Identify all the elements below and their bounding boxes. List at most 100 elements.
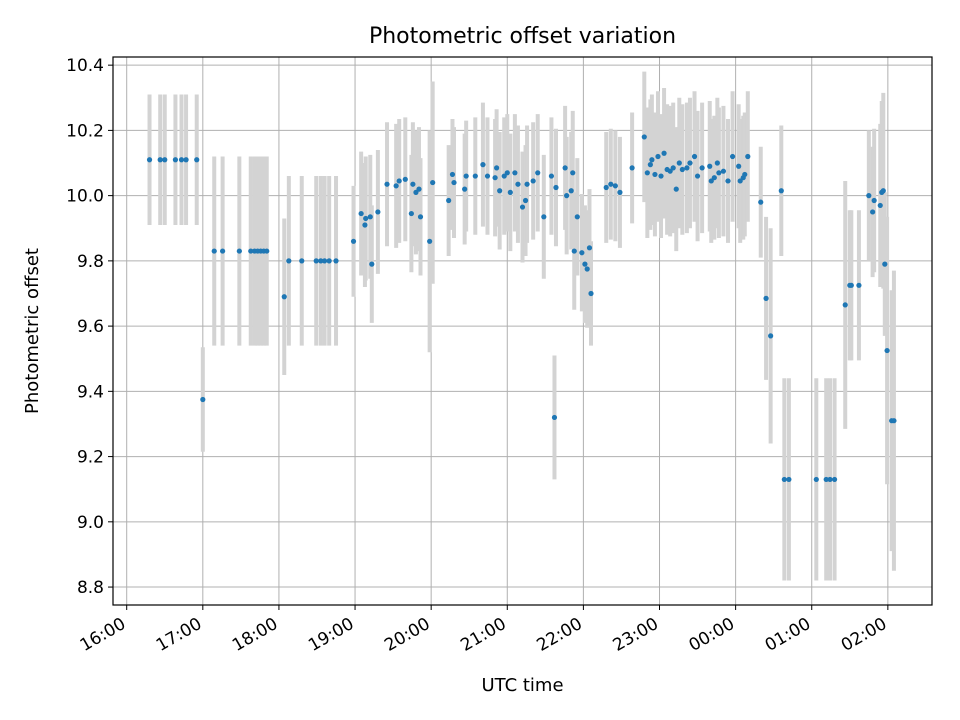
y-axis-ticks: 8.8 9.0 9.2 9.4 9.6 9.8 10.0 10.2 10.4 (66, 56, 113, 598)
y-axis-label: Photometric offset (22, 248, 43, 414)
x-tick-label: 00:00 (686, 614, 738, 656)
data-point (882, 261, 888, 267)
y-tick-label: 10.2 (66, 121, 104, 141)
data-point (530, 178, 536, 184)
data-point (827, 476, 833, 483)
data-point (673, 186, 679, 192)
plot-background (113, 57, 932, 605)
data-point (574, 214, 580, 220)
data-point (541, 214, 547, 220)
data-point (264, 248, 270, 254)
data-point (658, 173, 664, 179)
data-point (736, 163, 742, 169)
data-point (553, 184, 559, 191)
data-point (480, 162, 486, 168)
data-point (842, 302, 848, 308)
data-point (367, 214, 373, 220)
plot-frame (112, 56, 933, 606)
data-point (501, 173, 507, 179)
data-point (687, 160, 693, 166)
data-point (494, 165, 500, 171)
y-tick-label: 9.4 (77, 382, 104, 402)
x-tick-label: 17:00 (153, 614, 205, 656)
data-point (472, 173, 478, 179)
data-point (813, 476, 819, 483)
data-point (183, 157, 189, 163)
data-point (588, 290, 594, 297)
data-point (848, 282, 854, 288)
data-point (162, 157, 168, 163)
x-tick-label: 23:00 (610, 614, 662, 656)
data-point (856, 282, 862, 288)
data-point (768, 333, 774, 339)
data-point (679, 166, 685, 173)
data-point (194, 157, 200, 163)
data-point (451, 179, 457, 186)
data-point (369, 261, 375, 267)
data-point (362, 222, 368, 228)
data-point (463, 173, 469, 179)
data-point (220, 248, 226, 254)
data-point (524, 181, 530, 187)
data-point (484, 173, 491, 179)
data-point (172, 157, 179, 163)
data-point (866, 193, 872, 199)
data-point (781, 476, 787, 483)
data-point (870, 209, 876, 215)
data-point (248, 248, 254, 254)
x-tick-label: 20:00 (381, 614, 433, 656)
data-point (571, 248, 577, 254)
chart-title: Photometric offset variation (369, 24, 676, 49)
data-point (178, 157, 185, 163)
data-point (582, 261, 588, 267)
data-point (880, 188, 886, 194)
data-point (707, 163, 713, 169)
data-point (551, 414, 558, 421)
data-point (408, 210, 414, 217)
data-point (375, 209, 381, 215)
x-axis-ticks: 16:00 17:00 18:00 19:00 20:00 21:00 22:00 23:00… (77, 605, 890, 656)
data-point (449, 171, 456, 178)
y-tick-label: 9.2 (77, 448, 104, 468)
data-point (745, 153, 751, 160)
data-point (708, 178, 714, 184)
data-point (586, 245, 593, 251)
data-point (562, 165, 568, 171)
data-point (318, 258, 324, 264)
data-point (564, 193, 570, 199)
y-tick-label: 10.4 (66, 56, 104, 76)
data-point (778, 188, 784, 194)
data-point (603, 184, 609, 191)
data-points (146, 134, 897, 483)
data-point (568, 188, 574, 194)
data-point (823, 476, 829, 483)
data-point (446, 197, 452, 204)
data-point (641, 134, 647, 140)
data-point (584, 266, 590, 272)
data-point (200, 396, 206, 403)
data-point (512, 170, 518, 176)
data-point (522, 197, 529, 204)
data-point (211, 248, 217, 254)
data-point (667, 168, 673, 174)
data-point (157, 157, 163, 163)
data-point (711, 175, 717, 181)
data-point (652, 171, 658, 178)
data-point (877, 202, 883, 209)
data-point (417, 214, 424, 220)
data-point (416, 186, 422, 192)
data-point (427, 238, 433, 244)
data-point (236, 248, 242, 254)
data-point (286, 258, 292, 264)
data-point (716, 170, 722, 176)
data-point (694, 173, 701, 179)
data-point (358, 210, 364, 217)
data-point (617, 189, 623, 195)
data-point (402, 176, 408, 182)
data-point (608, 181, 614, 187)
data-point (322, 258, 328, 264)
data-point (725, 178, 731, 184)
data-point (661, 150, 667, 156)
data-point (299, 258, 305, 264)
data-point (742, 171, 748, 178)
